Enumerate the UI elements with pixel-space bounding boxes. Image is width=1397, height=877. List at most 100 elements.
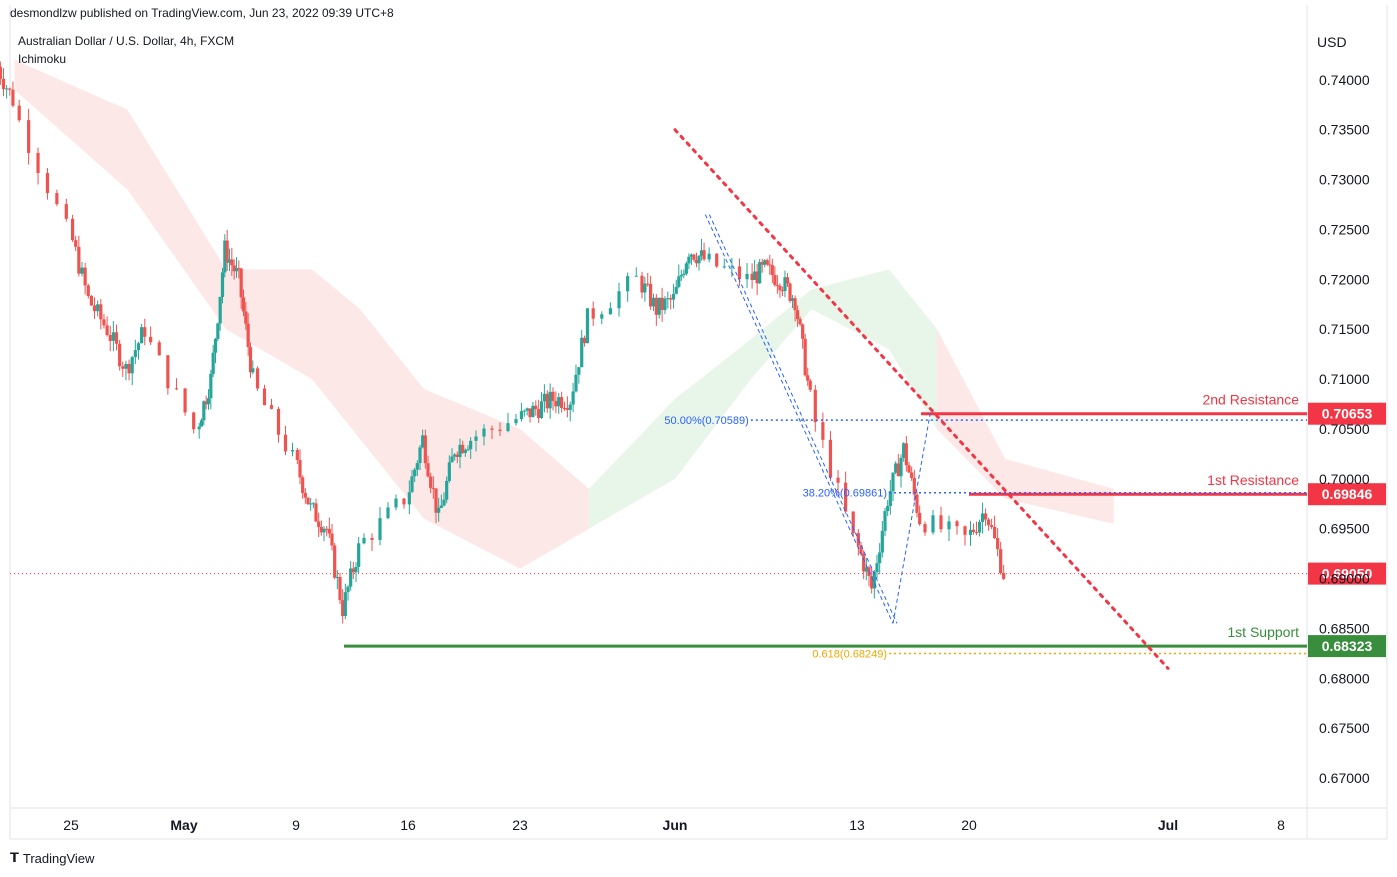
- candle-body: [220, 272, 225, 297]
- chart-grid: [9, 5, 1388, 840]
- candle-body: [803, 338, 807, 376]
- candle-body: [431, 487, 435, 489]
- fib-swing-line: [892, 408, 932, 624]
- candle-body: [45, 172, 50, 194]
- candle-body: [346, 586, 350, 593]
- candle-body: [996, 538, 1000, 550]
- candle-body: [907, 465, 911, 473]
- candle-body: [971, 529, 976, 533]
- candle-body: [298, 459, 302, 478]
- candle-body: [697, 255, 701, 264]
- candle-body: [870, 576, 874, 589]
- candle-body: [626, 276, 630, 292]
- level-price-tag: [1308, 402, 1386, 425]
- level-name: 2nd Resistance: [1202, 392, 1299, 408]
- candle-body: [209, 373, 213, 399]
- candle-body: [225, 240, 229, 263]
- candle-body: [474, 436, 478, 441]
- fib-swing-line: [708, 214, 898, 624]
- candle-body: [923, 524, 927, 533]
- candle-body: [157, 342, 161, 356]
- candle-body: [939, 515, 943, 530]
- candle-body: [232, 265, 236, 272]
- candle-body: [931, 515, 935, 533]
- candle-body: [442, 499, 446, 506]
- candle-body: [808, 380, 812, 390]
- candle-body: [577, 367, 581, 375]
- symbol-title[interactable]: Australian Dollar / U.S. Dollar, 4h, FXC…: [18, 34, 235, 48]
- candle-body: [862, 553, 866, 572]
- candle-body: [105, 325, 109, 336]
- level-price-value: 0.70653: [1322, 406, 1373, 422]
- cloud-segment: [889, 269, 937, 429]
- candle-body: [990, 525, 994, 527]
- cloud-segment: [520, 428, 589, 569]
- cloud-segment: [312, 269, 360, 439]
- candle-body: [531, 405, 535, 418]
- candle-body: [290, 449, 295, 452]
- candle-body: [74, 240, 78, 247]
- candle-body: [707, 253, 711, 260]
- candle-body: [466, 449, 470, 451]
- candle-body: [301, 477, 305, 493]
- candle-body: [780, 290, 785, 292]
- candle-body: [542, 393, 546, 402]
- candle-body: [778, 285, 782, 291]
- x-tick-label: 9: [292, 817, 300, 833]
- cloud-segment: [360, 309, 424, 519]
- footer-brand[interactable]: 𝗧 TradingView: [10, 850, 94, 866]
- candle-body: [506, 423, 510, 432]
- candle-body: [699, 250, 704, 256]
- candle-body: [70, 218, 75, 241]
- y-tick-label: 0.69000: [1319, 571, 1370, 587]
- candle-body: [423, 435, 427, 464]
- candle-body: [821, 422, 825, 440]
- candle-body: [211, 352, 215, 374]
- candle-body: [585, 308, 590, 344]
- candle-body: [551, 391, 555, 401]
- candle-body: [394, 498, 398, 508]
- candle-body: [788, 283, 792, 301]
- candle-body: [666, 298, 670, 300]
- candle-body: [562, 408, 567, 410]
- candle-body: [317, 521, 321, 527]
- candle-body: [206, 398, 211, 405]
- candle-body: [753, 271, 757, 280]
- candle-body: [640, 275, 644, 293]
- y-tick-label: 0.73000: [1319, 172, 1370, 188]
- cloud-segment: [811, 269, 889, 350]
- candle-body: [968, 529, 973, 535]
- candle-body: [111, 332, 115, 341]
- tradingview-logo-icon: 𝗧: [10, 850, 19, 865]
- candle-body: [899, 457, 903, 477]
- candle-body: [557, 397, 561, 407]
- cloud-segment: [588, 399, 675, 529]
- candle-body: [166, 355, 170, 389]
- candle-body: [319, 526, 323, 533]
- candle-body: [657, 297, 661, 315]
- candle-body: [17, 105, 21, 121]
- x-tick-label: Jun: [663, 817, 688, 833]
- candle-body: [679, 275, 683, 277]
- fib-swing-line: [704, 214, 894, 624]
- candle-body: [421, 435, 425, 448]
- y-tick-label: 0.73500: [1319, 122, 1370, 138]
- candle-body: [993, 526, 997, 539]
- candle-body: [248, 347, 253, 373]
- candle-body: [999, 549, 1003, 574]
- candle-body: [450, 456, 454, 463]
- indicator-label[interactable]: Ichimoku: [18, 52, 67, 66]
- candle-body: [600, 314, 604, 319]
- cloud-segment: [675, 339, 751, 479]
- ichimoku-cloud: [14, 59, 1114, 569]
- candle-body: [410, 476, 414, 493]
- candle-body: [974, 532, 979, 534]
- candle-body: [234, 268, 239, 272]
- candle-body: [413, 469, 417, 477]
- candle-body: [0, 66, 2, 79]
- candle-body: [174, 388, 179, 390]
- y-tick-label: 0.70500: [1319, 421, 1370, 437]
- candle-body: [737, 266, 742, 280]
- candle-body: [418, 447, 422, 464]
